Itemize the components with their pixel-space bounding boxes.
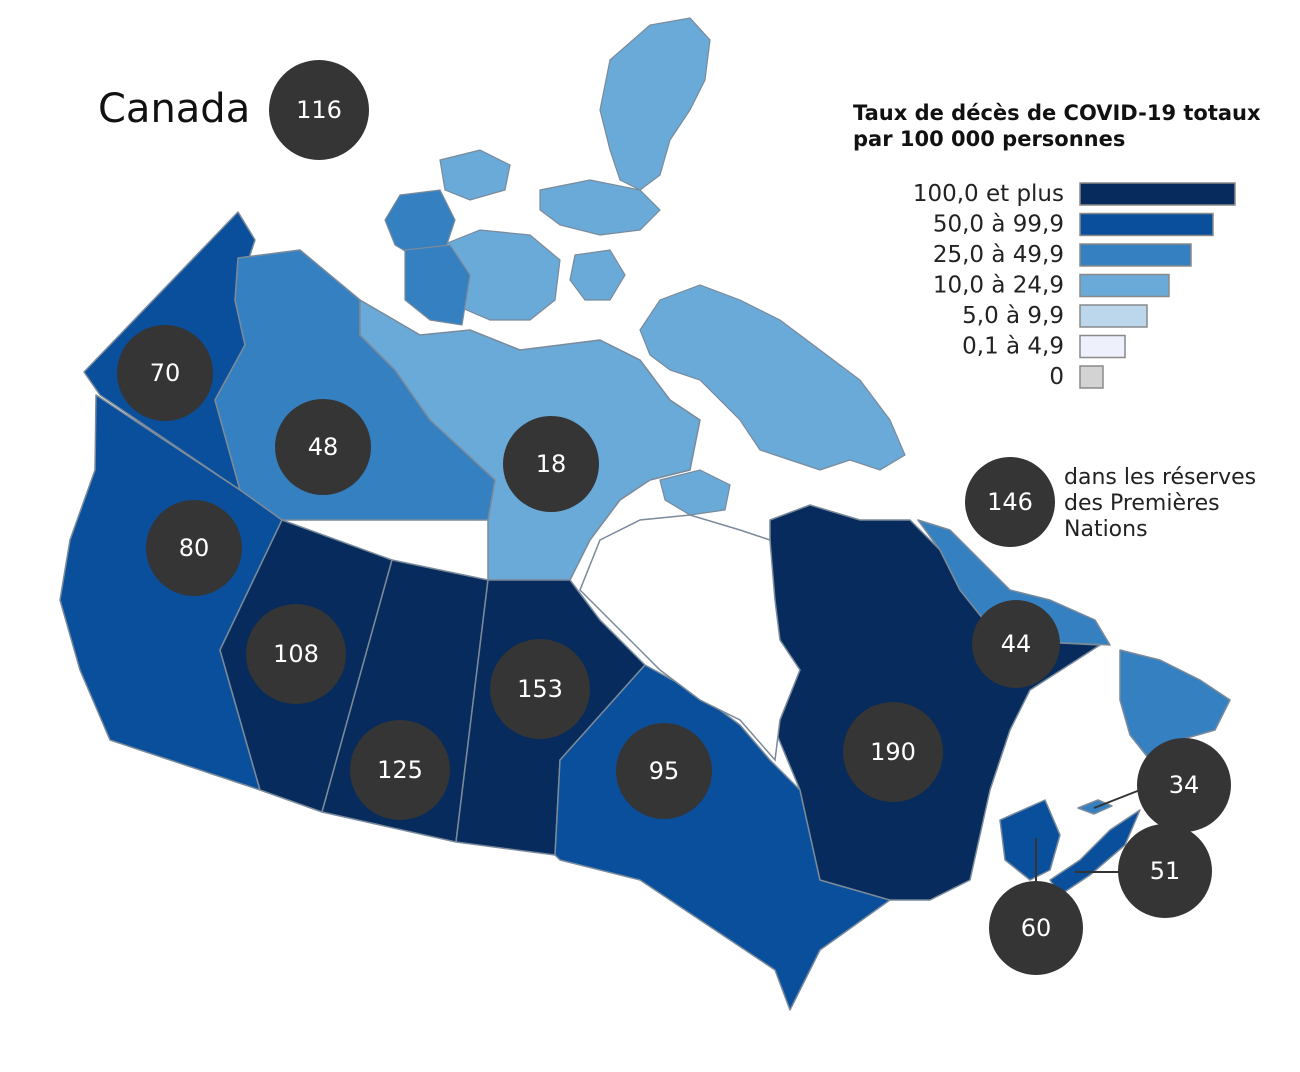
legend-label: 0 <box>1049 364 1064 390</box>
bubble-newfoundland-labrador[interactable]: 44 <box>972 600 1060 688</box>
bubble-british-columbia[interactable]: 80 <box>146 500 242 596</box>
svg-text:51: 51 <box>1150 857 1181 885</box>
legend-label: 5,0 à 9,9 <box>962 303 1064 329</box>
baffin-island[interactable] <box>639 284 906 471</box>
svg-text:18: 18 <box>536 450 567 478</box>
svg-text:95: 95 <box>649 757 680 785</box>
region-new-brunswick[interactable] <box>999 799 1061 881</box>
bubble-nova-scotia[interactable]: 51 <box>1118 824 1212 918</box>
somerset-island[interactable] <box>569 249 626 301</box>
svg-text:80: 80 <box>179 534 210 562</box>
legend-swatch <box>1079 365 1104 389</box>
bubble-prince-edward-island[interactable]: 34 <box>1137 738 1231 832</box>
legend-label: 0,1 à 4,9 <box>962 334 1064 360</box>
arctic-islands <box>384 17 906 516</box>
bubble-first-nations[interactable]: 146 <box>965 457 1055 547</box>
legend-label: 100,0 et plus <box>913 181 1064 207</box>
svg-text:44: 44 <box>1001 630 1032 658</box>
svg-text:116: 116 <box>296 96 342 124</box>
legend-label: 50,0 à 99,9 <box>933 212 1064 238</box>
first-nations-label-line1: dans les réserves <box>1064 465 1256 490</box>
region-british-columbia[interactable] <box>59 394 283 791</box>
svg-text:60: 60 <box>1021 914 1052 942</box>
bubble-yukon[interactable]: 70 <box>117 325 213 421</box>
legend-swatch <box>1079 334 1126 359</box>
bubble-northwest-territories[interactable]: 48 <box>275 399 371 495</box>
legend-swatch <box>1079 304 1148 328</box>
country-label: Canada <box>98 86 250 132</box>
legend-title-line1: Taux de décès de COVID-19 totaux <box>853 101 1261 125</box>
svg-text:70: 70 <box>150 359 181 387</box>
region-newfoundland-labrador[interactable] <box>917 519 1111 646</box>
bubble-new-brunswick[interactable]: 60 <box>989 881 1083 975</box>
first-nations-reserves: 146 dans les réserves des Premières Nati… <box>965 457 1256 547</box>
legend-swatch <box>1079 243 1192 267</box>
bubble-saskatchewan[interactable]: 125 <box>350 720 450 820</box>
nwt-island[interactable] <box>404 244 471 326</box>
svg-text:34: 34 <box>1169 771 1200 799</box>
region-quebec[interactable] <box>769 504 1101 901</box>
leader-lines <box>1035 789 1141 885</box>
bubble-alberta[interactable]: 108 <box>246 604 346 704</box>
region-newfoundland-island[interactable] <box>1119 649 1231 761</box>
bubble-nunavut[interactable]: 18 <box>503 416 599 512</box>
svg-text:125: 125 <box>377 756 423 784</box>
svg-text:190: 190 <box>870 738 916 766</box>
devon-island[interactable] <box>539 179 661 236</box>
svg-text:108: 108 <box>273 640 319 668</box>
legend-swatch <box>1079 273 1170 298</box>
legend-swatch <box>1079 212 1214 237</box>
legend-swatch <box>1079 182 1236 206</box>
bubble-manitoba[interactable]: 153 <box>490 639 590 739</box>
svg-text:48: 48 <box>308 433 339 461</box>
queen-elizabeth-west[interactable] <box>439 149 511 201</box>
bubble-canada[interactable]: 116 <box>269 60 369 160</box>
legend: Taux de décès de COVID-19 totaux par 100… <box>853 101 1261 390</box>
ellesmere-island[interactable] <box>599 17 711 191</box>
svg-text:146: 146 <box>987 488 1033 516</box>
leader-pei <box>1093 789 1141 809</box>
hudson-bay <box>579 514 801 762</box>
first-nations-label-line2: des Premières <box>1064 491 1220 516</box>
svg-text:153: 153 <box>517 675 563 703</box>
value-bubbles: 70 48 18 80 108 125 153 95 <box>117 325 1231 975</box>
first-nations-label-line3: Nations <box>1064 517 1148 542</box>
legend-items: 100,0 et plus 50,0 à 99,9 25,0 à 49,9 10,0 … <box>913 181 1236 390</box>
bubble-quebec[interactable]: 190 <box>843 702 943 802</box>
legend-title-line2: par 100 000 personnes <box>853 127 1125 151</box>
southampton-island[interactable] <box>659 469 731 516</box>
bubble-ontario[interactable]: 95 <box>616 723 712 819</box>
legend-label: 25,0 à 49,9 <box>933 242 1064 268</box>
canada-total: Canada 116 <box>98 60 369 160</box>
legend-label: 10,0 à 24,9 <box>933 273 1064 299</box>
